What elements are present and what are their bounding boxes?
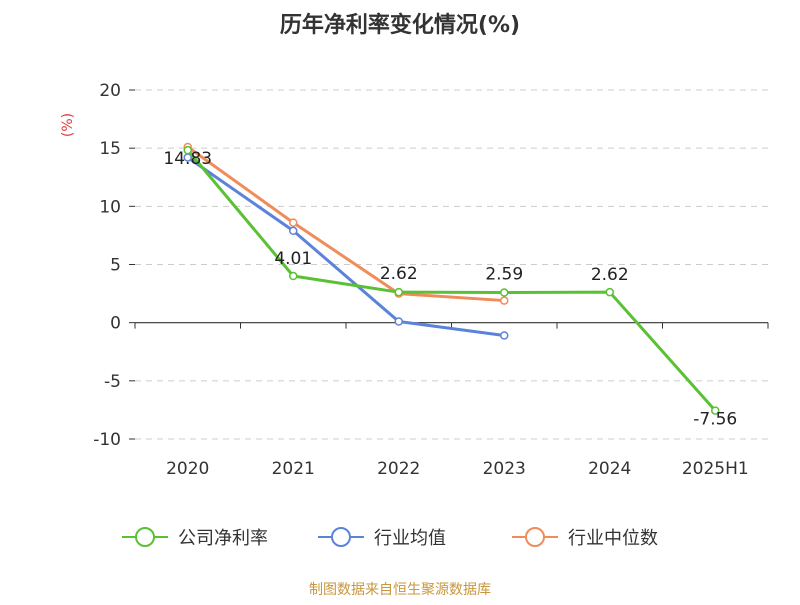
series-line xyxy=(186,156,505,337)
y-axis-unit: (%) xyxy=(60,113,76,137)
x-tick-label: 2021 xyxy=(272,459,315,479)
legend-label: 行业均值 xyxy=(374,528,446,549)
legend: 公司净利率 行业均值 行业中位数 xyxy=(122,527,658,549)
series-group xyxy=(183,142,720,415)
y-tick-label: 20 xyxy=(99,81,121,101)
y-tick-label: 15 xyxy=(99,139,121,159)
data-point xyxy=(183,145,192,155)
data-label: 2.62 xyxy=(380,264,418,284)
data-label: 2.62 xyxy=(591,265,629,285)
x-tick-label: 2022 xyxy=(377,459,420,479)
legend-item[interactable]: 公司净利率 xyxy=(122,527,268,549)
series-line xyxy=(186,145,505,303)
x-axis xyxy=(134,322,769,329)
x-tick-label: 2024 xyxy=(588,459,631,479)
legend-label: 公司净利率 xyxy=(178,528,268,549)
series-line xyxy=(186,149,717,412)
y-tick-label: 5 xyxy=(110,256,121,276)
data-label: 4.01 xyxy=(274,249,312,269)
legend-item[interactable]: 行业中位数 xyxy=(512,527,658,549)
x-tick-label: 2020 xyxy=(166,459,209,479)
data-point xyxy=(500,296,509,305)
data-point xyxy=(289,271,298,281)
data-point xyxy=(289,226,298,236)
x-axis-ticks: 2020 2021 2022 2023 2024 2025H1 xyxy=(166,459,749,479)
y-tick-label: -5 xyxy=(104,372,121,392)
legend-marker xyxy=(331,527,351,547)
data-point xyxy=(605,287,614,297)
y-tick-label: -10 xyxy=(93,430,121,450)
x-tick-label: 2025H1 xyxy=(682,459,749,479)
data-point xyxy=(289,218,298,227)
data-point xyxy=(500,288,509,297)
y-axis: 20 15 10 5 0 -5 -10 xyxy=(93,81,135,450)
data-point xyxy=(394,317,403,326)
chart-title: 历年净利率变化情况(%) xyxy=(280,12,520,38)
data-point xyxy=(394,287,403,297)
data-label: 2.59 xyxy=(485,265,523,285)
y-tick-label: 0 xyxy=(110,314,121,334)
legend-item[interactable]: 行业均值 xyxy=(318,527,446,549)
data-labels: 14.83 4.01 2.62 2.59 2.62 -7.56 xyxy=(163,149,737,429)
data-label: 14.83 xyxy=(163,149,212,169)
legend-marker xyxy=(525,527,545,547)
legend-marker xyxy=(135,527,155,547)
x-tick-label: 2023 xyxy=(483,459,526,479)
data-point xyxy=(500,331,509,340)
legend-label: 行业中位数 xyxy=(568,528,658,549)
grid xyxy=(135,89,768,440)
data-point xyxy=(711,406,720,415)
y-tick-label: 10 xyxy=(99,197,121,217)
data-label: -7.56 xyxy=(693,410,737,430)
source-note: 制图数据来自恒生聚源数据库 xyxy=(309,582,491,598)
